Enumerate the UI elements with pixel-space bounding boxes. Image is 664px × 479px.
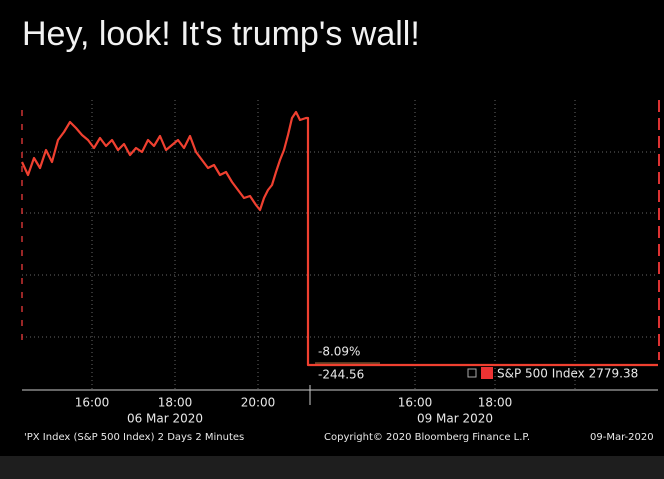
grid <box>22 100 658 390</box>
date-label: 06 Mar 2020 <box>127 412 203 426</box>
caption: Hey, look! It's trump's wall! <box>22 15 420 53</box>
footer-left: 'PX Index (S&P 500 Index) 2 Days 2 Minut… <box>24 432 244 443</box>
legend-label: S&P 500 Index 2779.38 <box>497 367 638 381</box>
x-tick-label: 16:00 <box>398 396 433 410</box>
date-label: 09 Mar 2020 <box>417 412 493 426</box>
change-abs: -244.56 <box>318 368 364 382</box>
footer-right: 09-Mar-2020 <box>590 432 654 443</box>
x-tick-label: 16:00 <box>75 396 110 410</box>
footer-center: Copyright© 2020 Bloomberg Finance L.P. <box>324 432 530 443</box>
price-line <box>21 110 658 367</box>
bottom-bar <box>0 456 664 479</box>
legend-icon <box>467 368 477 378</box>
x-tick-label: 20:00 <box>241 396 276 410</box>
legend-swatch <box>481 367 493 379</box>
change-pct: -8.09% <box>318 345 360 359</box>
x-tick-label: 18:00 <box>478 396 513 410</box>
x-tick-label: 18:00 <box>158 396 193 410</box>
